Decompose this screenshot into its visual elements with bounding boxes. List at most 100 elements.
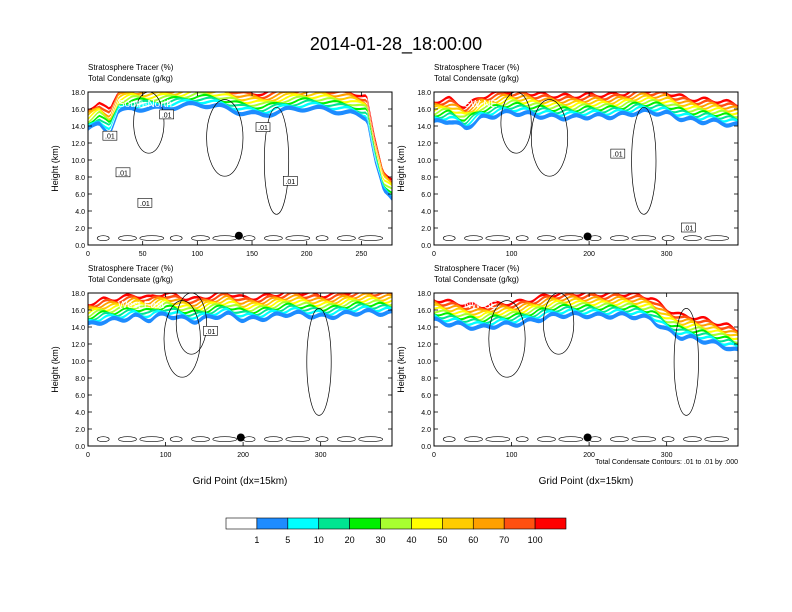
y-tick-label: 18.0 xyxy=(71,291,85,298)
condensate-contour xyxy=(558,235,584,241)
y-axis-label: Height (km) xyxy=(50,346,60,393)
contour-label: .01 xyxy=(613,152,623,159)
y-tick-label: 12.0 xyxy=(417,141,431,148)
condensate-contour xyxy=(631,436,657,443)
x-tick-label: 300 xyxy=(661,452,673,459)
tracer-band xyxy=(434,310,738,352)
x-tick-label: 0 xyxy=(432,452,436,459)
tracer-band xyxy=(88,305,392,323)
x-tick-label: 0 xyxy=(86,251,90,258)
x-tick-label: 300 xyxy=(315,452,327,459)
contour-label-box xyxy=(203,325,218,336)
condensate-contour xyxy=(661,436,675,443)
colorbar-swatch xyxy=(534,517,567,530)
colorbar-swatch xyxy=(256,517,289,530)
location-marker xyxy=(236,433,245,442)
contour-label-box xyxy=(159,109,174,120)
plot-area: NW-SE xyxy=(434,293,738,446)
y-tick-label: 12.0 xyxy=(71,141,85,148)
chart-panel: .01 .01 SW-NE Stratosphere Tracer (%) Total … xyxy=(396,63,739,258)
condensate-contour xyxy=(488,300,526,378)
panel-header-condensate: Total Condensate (g/kg) xyxy=(434,275,519,284)
location-marker xyxy=(583,232,592,241)
panel-label: SW-NE xyxy=(464,99,497,110)
condensate-contour xyxy=(530,99,569,177)
panel-header-tracer: Stratosphere Tracer (%) xyxy=(434,264,520,273)
y-tick-label: 10.0 xyxy=(417,359,431,366)
colorbar-swatch xyxy=(472,517,505,530)
condensate-contour xyxy=(139,436,165,443)
y-tick-label: 4.0 xyxy=(421,410,431,417)
condensate-contour xyxy=(610,436,629,443)
x-tick-label: 300 xyxy=(661,251,673,258)
x-tick-label: 200 xyxy=(583,251,595,258)
colorbar-swatch xyxy=(380,517,412,530)
y-tick-label: 16.0 xyxy=(417,308,431,315)
condensate-contour xyxy=(631,235,657,241)
panel-header-condensate: Total Condensate (g/kg) xyxy=(88,74,173,83)
y-tick-label: 16.0 xyxy=(417,107,431,114)
tracer-band xyxy=(88,293,392,307)
plot-frame xyxy=(87,91,393,246)
condensate-contour xyxy=(264,235,283,241)
tracer-band xyxy=(434,293,738,334)
x-axis-label: Grid Point (dx=15km) xyxy=(539,476,634,487)
contour-label-box xyxy=(282,176,298,186)
condensate-contour xyxy=(500,92,532,154)
condensate-contour xyxy=(610,235,629,241)
condensate-contour xyxy=(169,235,183,241)
y-tick-label: 6.0 xyxy=(75,393,85,400)
y-tick-label: 0.0 xyxy=(75,243,85,250)
x-tick-label: 250 xyxy=(356,251,368,258)
condensate-contour xyxy=(133,92,165,154)
y-tick-label: 10.0 xyxy=(417,158,431,165)
colorbar-tick-label: 100 xyxy=(528,535,543,545)
colorbar-swatch xyxy=(411,517,443,530)
contour-label: .01 xyxy=(684,226,694,233)
y-tick-label: 14.0 xyxy=(417,325,431,332)
condensate-contour xyxy=(485,436,511,443)
colorbar-tick-label: 20 xyxy=(345,535,355,545)
condensate-contour xyxy=(442,436,456,443)
y-tick-label: 2.0 xyxy=(75,427,85,434)
contour-label: .01 xyxy=(206,329,216,336)
y-tick-label: 14.0 xyxy=(417,124,431,131)
x-axis-label: Grid Point (dx=15km) xyxy=(193,476,288,487)
tracer-band xyxy=(88,92,392,186)
tracer-band xyxy=(434,107,738,131)
chart-panel: NW-SE Stratosphere Tracer (%) Total Conden… xyxy=(396,264,739,487)
y-tick-label: 8.0 xyxy=(421,175,431,182)
y-tick-label: 2.0 xyxy=(421,226,431,233)
condensate-contour xyxy=(464,436,483,443)
condensate-contour xyxy=(285,235,311,241)
y-tick-label: 6.0 xyxy=(421,192,431,199)
contour-label-box xyxy=(137,198,153,208)
tracer-band xyxy=(88,307,392,326)
y-tick-label: 18.0 xyxy=(417,90,431,97)
y-tick-label: 18.0 xyxy=(71,90,85,97)
colorbar: 1 5 10 20 30 40 50 60 70 100 xyxy=(225,517,567,545)
chart-panel: .01 .01 .01 .01 .01 .01 South-North Stratospher… xyxy=(50,63,393,258)
contour-label: .01 xyxy=(285,179,295,186)
y-tick-label: 0.0 xyxy=(75,444,85,451)
panel-header-condensate: Total Condensate (g/kg) xyxy=(88,275,173,284)
condensate-contour xyxy=(683,436,702,443)
x-tick-label: 100 xyxy=(506,452,518,459)
y-tick-label: 0.0 xyxy=(421,444,431,451)
condensate-contour xyxy=(558,436,584,443)
condensate-contour xyxy=(175,293,207,355)
contour-label: .01 xyxy=(258,125,268,132)
y-axis-label: Height (km) xyxy=(396,145,406,192)
condensate-contour xyxy=(442,235,456,241)
colorbar-tick-label: 30 xyxy=(376,535,386,545)
condensate-contour xyxy=(306,308,332,416)
condensate-contour xyxy=(631,106,657,215)
x-tick-label: 0 xyxy=(432,251,436,258)
condensate-contour xyxy=(464,235,483,241)
condensate-contour xyxy=(96,235,110,241)
contour-label-box xyxy=(115,167,131,178)
y-axis-label: Height (km) xyxy=(50,145,60,192)
x-tick-label: 200 xyxy=(583,452,595,459)
plot-area: .01 .01 .01 .01 .01 .01 South-North xyxy=(88,92,392,245)
